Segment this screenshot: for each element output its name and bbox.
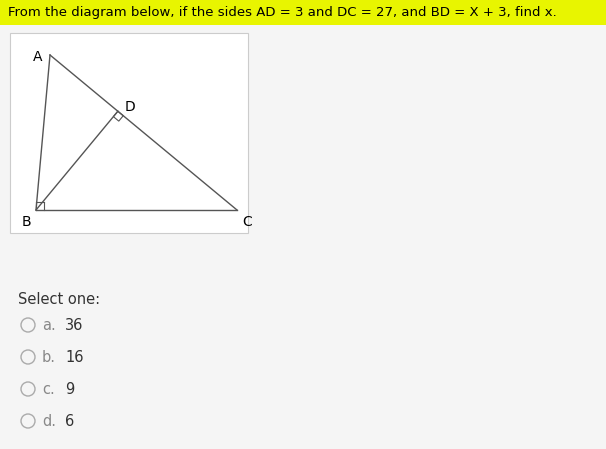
Text: Select one:: Select one: xyxy=(18,292,100,308)
Text: B: B xyxy=(21,215,31,229)
Text: From the diagram below, if the sides AD = 3 and DC = 27, and BD = X + 3, find x.: From the diagram below, if the sides AD … xyxy=(8,6,557,19)
Text: C: C xyxy=(242,215,252,229)
Text: 36: 36 xyxy=(65,317,84,333)
Text: 9: 9 xyxy=(65,382,75,396)
Bar xyxy=(10,33,248,233)
Text: c.: c. xyxy=(42,382,55,396)
Text: 16: 16 xyxy=(65,349,84,365)
Text: D: D xyxy=(124,100,135,114)
Text: d.: d. xyxy=(42,414,56,428)
Text: 6: 6 xyxy=(65,414,75,428)
Text: b.: b. xyxy=(42,349,56,365)
Text: a.: a. xyxy=(42,317,56,333)
Bar xyxy=(0,0,606,25)
Text: A: A xyxy=(33,50,43,64)
